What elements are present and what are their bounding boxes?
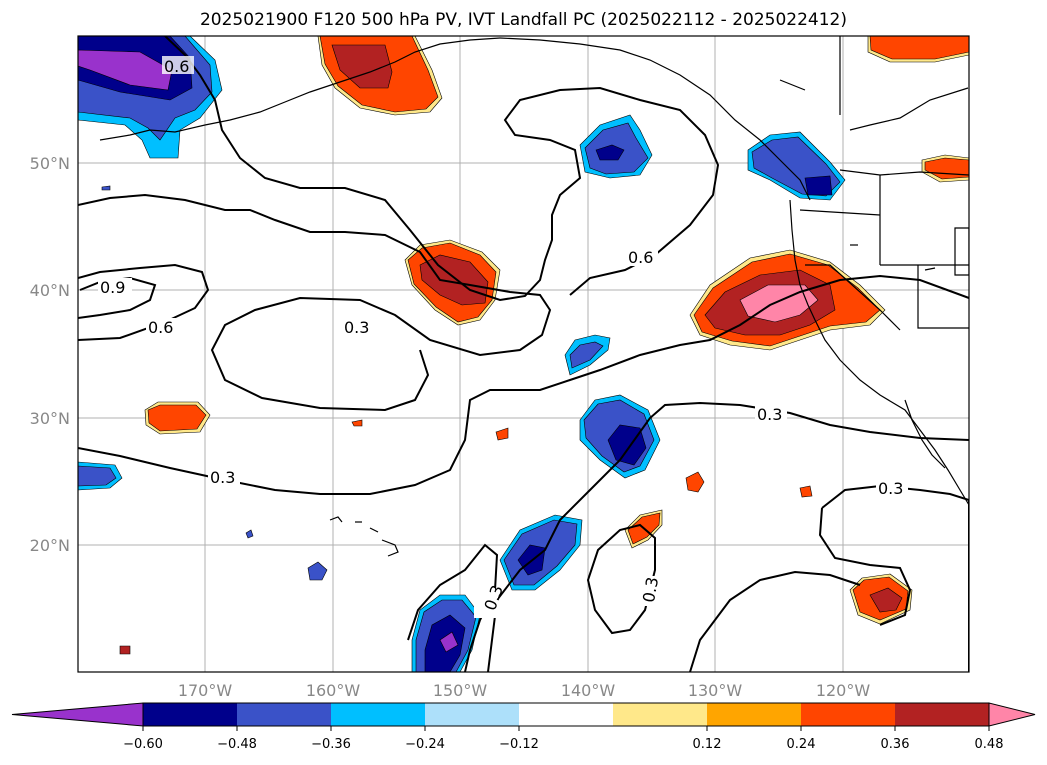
- colorbar-tick-label: −0.12: [499, 737, 539, 752]
- colorbar-segment: [801, 703, 896, 726]
- colorbar-frame: [142, 702, 990, 727]
- colorbar-tick-label: 0.48: [975, 737, 1004, 752]
- contour-label: 0.6: [628, 248, 653, 267]
- colorbar-segment: [237, 703, 332, 726]
- colorbar-segment: [613, 703, 708, 726]
- lon-label: 140°W: [561, 681, 616, 700]
- colorbar-tick-label: −0.48: [217, 737, 257, 752]
- contour-label: 0.3: [639, 576, 662, 604]
- ivt-contours: [78, 36, 969, 672]
- colorbar-tick-label: 0.24: [787, 737, 816, 752]
- colorbar-segment: [895, 703, 990, 726]
- colorbar-tick-label: −0.24: [405, 737, 445, 752]
- colorbar-segment: [707, 703, 802, 726]
- contour-label: 0.6: [148, 318, 173, 337]
- contour-label: 0.9: [100, 278, 125, 297]
- contour-label: 0.3: [210, 468, 235, 487]
- colorbar-tick-label: −0.60: [123, 737, 163, 752]
- islands: [329, 79, 936, 557]
- colorbar-extend-max: [988, 702, 1036, 727]
- colorbar-tick-label: −0.36: [311, 737, 351, 752]
- longitude-labels: 170°W 160°W 150°W 140°W 130°W 120°W: [178, 681, 871, 700]
- colorbar-tick-label: 0.12: [693, 737, 722, 752]
- colorbar-segment: [425, 703, 520, 726]
- map-frame: [77, 35, 970, 673]
- colorbar: −0.60 −0.48 −0.36 −0.24 −0.12 0.12 0.24 0.36 0.4…: [11, 702, 1036, 752]
- map-title: 2025021900 F120 500 hPa PV, IVT Landfall…: [199, 10, 847, 30]
- contour-label: 0.6: [164, 57, 189, 76]
- lat-label: 50°N: [30, 154, 70, 173]
- colorbar-segment: [143, 703, 238, 726]
- latitude-labels: 50°N 40°N 30°N 20°N: [30, 154, 70, 555]
- lat-label: 30°N: [30, 409, 70, 428]
- colorbar-segment: [331, 703, 426, 726]
- contour-labels: 0.6 0.9 0.6 0.3 0.6 0.3 0.3 0.3 0.3 0.3: [98, 56, 908, 618]
- coastlines: [99, 36, 969, 506]
- lon-label: 120°W: [816, 681, 871, 700]
- colorbar-segment: [519, 703, 614, 726]
- lon-label: 170°W: [178, 681, 233, 700]
- contour-label: 0.3: [344, 318, 369, 337]
- lon-label: 130°W: [688, 681, 743, 700]
- lat-label: 20°N: [30, 536, 70, 555]
- colorbar-extend-min: [11, 702, 144, 727]
- contour-label: 0.3: [878, 479, 903, 498]
- lat-label: 40°N: [30, 281, 70, 300]
- lon-label: 150°W: [433, 681, 488, 700]
- contour-label: 0.3: [757, 405, 782, 424]
- colorbar-tick-label: 0.36: [881, 737, 910, 752]
- lon-label: 160°W: [306, 681, 361, 700]
